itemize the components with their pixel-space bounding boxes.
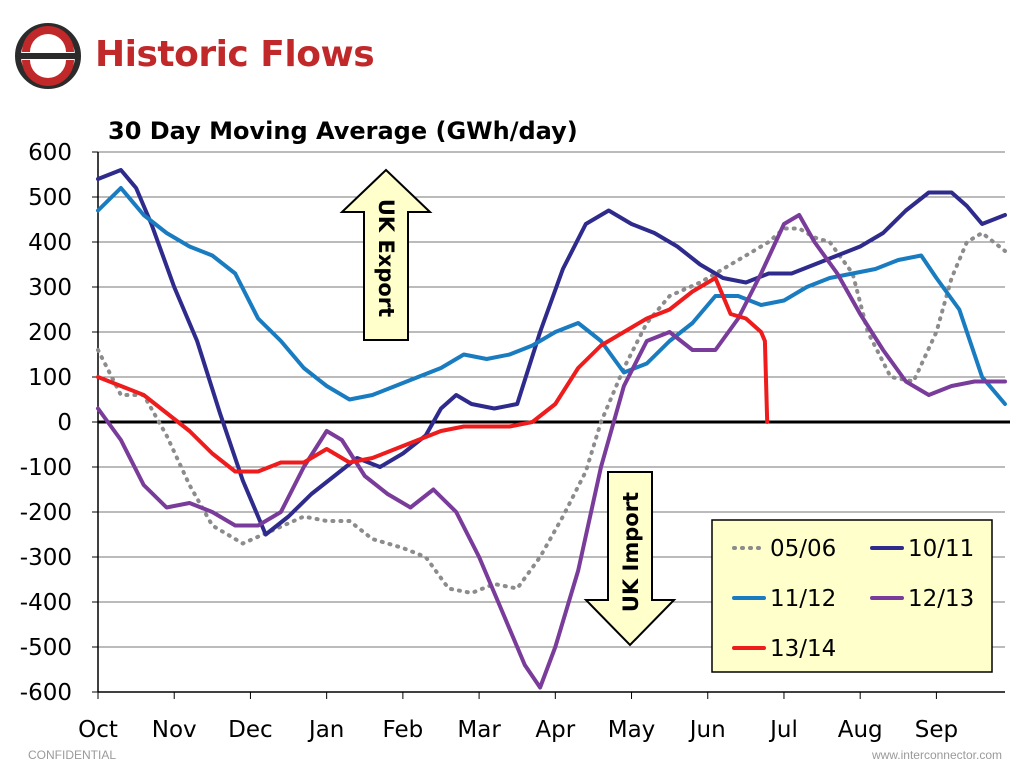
company-logo — [15, 23, 81, 89]
x-tick-label: Sep — [915, 717, 958, 743]
y-tick-label: -200 — [20, 500, 72, 526]
x-tick-label: Nov — [152, 717, 197, 743]
uk-export-label: UK Export — [374, 199, 398, 317]
y-tick-label: -100 — [20, 455, 72, 481]
page-title: Historic Flows — [95, 34, 375, 75]
x-tick-label: Aug — [838, 717, 883, 743]
series-line-10-11 — [96, 168, 1007, 537]
y-tick-label: 100 — [28, 365, 72, 391]
legend-label-05-06: 05/06 — [770, 536, 836, 562]
y-tick-label: 0 — [57, 410, 72, 436]
series-line-05-06 — [96, 226, 1007, 595]
legend-label-12-13: 12/13 — [908, 586, 974, 612]
x-tick-label: Jun — [688, 717, 726, 743]
legend-label-11-12: 11/12 — [770, 586, 836, 612]
series-line-11-12 — [96, 186, 1007, 406]
y-tick-label: 200 — [28, 320, 72, 346]
legend-label-13-14: 13/14 — [770, 636, 836, 662]
footer-confidential: CONFIDENTIAL — [28, 748, 117, 762]
y-tick-label: -600 — [20, 680, 72, 706]
uk-export-arrow — [339, 168, 433, 341]
y-tick-label: 300 — [28, 275, 72, 301]
y-tick-label: -300 — [20, 545, 72, 571]
chart-title: 30 Day Moving Average (GWh/day) — [108, 117, 578, 145]
legend-label-10-11: 10/11 — [908, 536, 974, 562]
series-line-13-14 — [96, 276, 770, 474]
uk-import-arrow — [583, 471, 677, 647]
uk-import-label: UK Import — [619, 492, 643, 612]
y-tick-label: 400 — [28, 230, 72, 256]
y-tick-label: 500 — [28, 185, 72, 211]
y-tick-label: -500 — [20, 635, 72, 661]
y-tick-label: 600 — [28, 140, 72, 166]
footer-website: www.interconnector.com — [871, 748, 1002, 762]
y-tick-label: -400 — [20, 590, 72, 616]
x-tick-label: May — [608, 717, 656, 743]
series-line-12-13 — [96, 213, 1007, 690]
x-tick-label: Jul — [768, 717, 798, 743]
x-tick-label: Feb — [383, 717, 424, 743]
x-tick-label: Apr — [535, 717, 575, 743]
x-tick-label: Oct — [78, 717, 118, 743]
x-tick-label: Mar — [457, 717, 501, 743]
x-tick-label: Dec — [228, 717, 273, 743]
x-tick-label: Jan — [307, 717, 344, 743]
